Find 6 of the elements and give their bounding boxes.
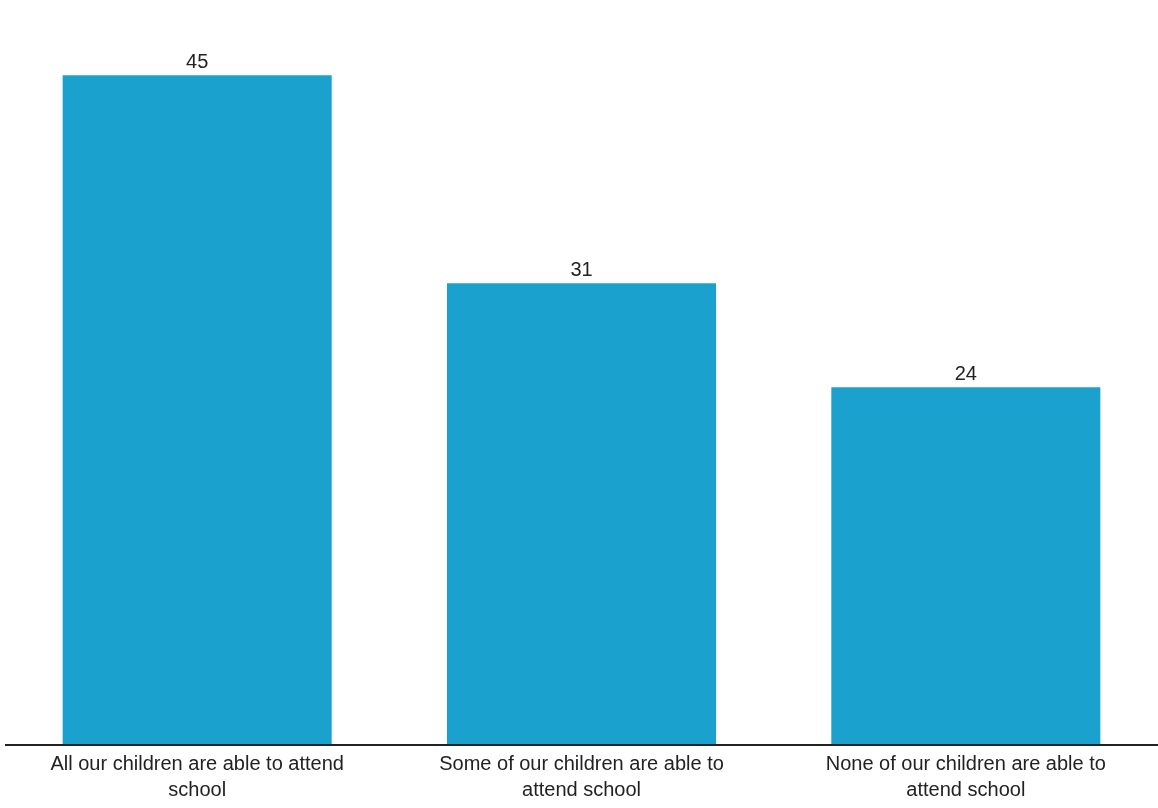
x-tick-label: None of our children are able to attend school	[825, 751, 1106, 800]
data-label: 24	[954, 362, 977, 385]
x-tick-label: All our children are able to attend school	[50, 751, 344, 800]
data-label: 31	[570, 258, 593, 281]
x-tick-label: Some of our children are able to attend school	[439, 751, 724, 800]
data-label: 45	[186, 50, 209, 73]
